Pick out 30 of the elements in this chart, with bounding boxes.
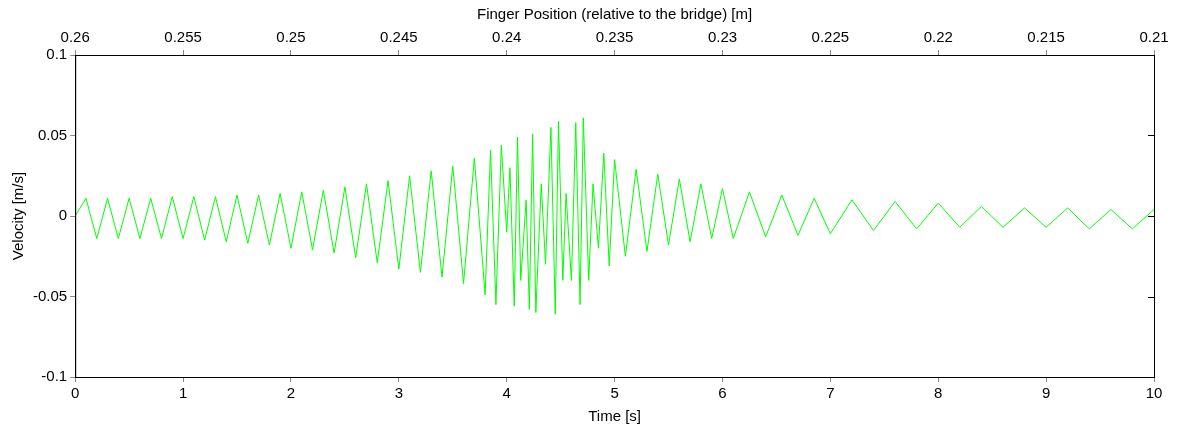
x2-tick-label: 0.215 [1027, 28, 1065, 46]
x2-tick-label: 0.21 [1139, 28, 1169, 46]
x2-tick-label: 0.225 [811, 28, 850, 46]
x2-tick-label: 0.25 [276, 28, 306, 46]
x-tick-label: 0 [71, 384, 80, 402]
y-tick-label: -0.1 [41, 367, 68, 385]
x-tick-label: 6 [718, 384, 727, 402]
x-tick-label: 1 [178, 384, 188, 402]
x-tick-label: 2 [286, 384, 296, 402]
x2-tick-label: 0.245 [380, 28, 418, 46]
x-axis-title: Time [s] [588, 407, 641, 425]
x2-tick-label: 0.255 [164, 28, 202, 46]
x2-tick-label: 0.26 [60, 28, 90, 46]
x-tick-label: 7 [826, 384, 835, 402]
y-tick-label: 0.05 [37, 125, 68, 143]
x-tick-label: 4 [502, 384, 511, 402]
x-tick-label: 10 [1145, 384, 1163, 402]
x-tick-label: 9 [1041, 384, 1051, 402]
x2-tick-label: 0.24 [492, 28, 522, 46]
x2-tick-label: 0.23 [707, 28, 738, 46]
x-tick-label: 8 [934, 384, 943, 402]
y-tick-label: 0 [58, 206, 68, 224]
x2-tick-label: 0.22 [923, 28, 953, 46]
y-tick-label: -0.05 [32, 286, 68, 304]
y-axis-title: Velocity [m/s] [9, 171, 27, 261]
x-tick-label: 5 [610, 384, 619, 402]
x-tick-label: 3 [394, 384, 403, 402]
y-tick-label: 0.1 [46, 45, 68, 63]
x2-tick-label: 0.235 [595, 28, 634, 46]
x2-axis-title: Finger Position (relative to the bridge) [m] [477, 5, 753, 23]
